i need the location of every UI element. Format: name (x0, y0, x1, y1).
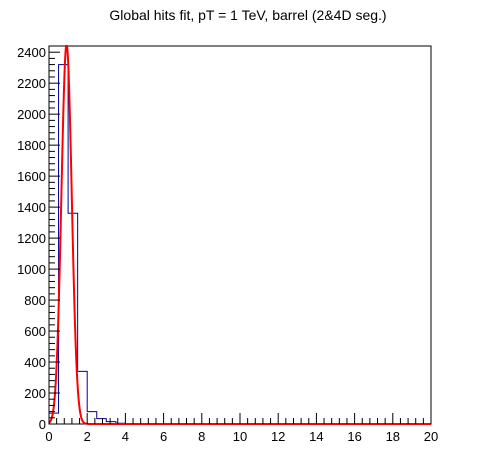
x-tick-label: 12 (271, 429, 285, 444)
x-tick-label: 20 (424, 429, 438, 444)
y-tick-label: 400 (24, 355, 46, 370)
x-tick-label: 16 (347, 429, 361, 444)
y-tick-label: 2000 (17, 107, 46, 122)
y-tick-label: 800 (24, 293, 46, 308)
y-tick-label: 1200 (17, 231, 46, 246)
y-tick-label: 1600 (17, 169, 46, 184)
y-tick-label: 600 (24, 324, 46, 339)
histogram-series (48, 64, 431, 425)
y-tick-label: 2400 (17, 45, 46, 60)
y-tick-label: 1000 (17, 262, 46, 277)
chart-title: Global hits fit, pT = 1 TeV, barrel (2&4… (109, 7, 387, 23)
plot-frame (48, 45, 432, 425)
x-tick-label: 4 (122, 429, 129, 444)
y-tick-label: 0 (39, 417, 46, 432)
x-tick-label: 8 (198, 429, 205, 444)
y-tick-label: 2200 (17, 76, 46, 91)
x-tick-label: 0 (45, 429, 52, 444)
x-tick-label: 10 (233, 429, 247, 444)
x-tick-label: 18 (386, 429, 400, 444)
x-tick-label: 6 (160, 429, 167, 444)
x-tick-label: 2 (84, 429, 91, 444)
x-tick-label: 14 (309, 429, 323, 444)
y-tick-label: 200 (24, 386, 46, 401)
y-tick-label: 1800 (17, 138, 46, 153)
y-tick-label: 1400 (17, 200, 46, 215)
fit-curve (48, 45, 431, 425)
